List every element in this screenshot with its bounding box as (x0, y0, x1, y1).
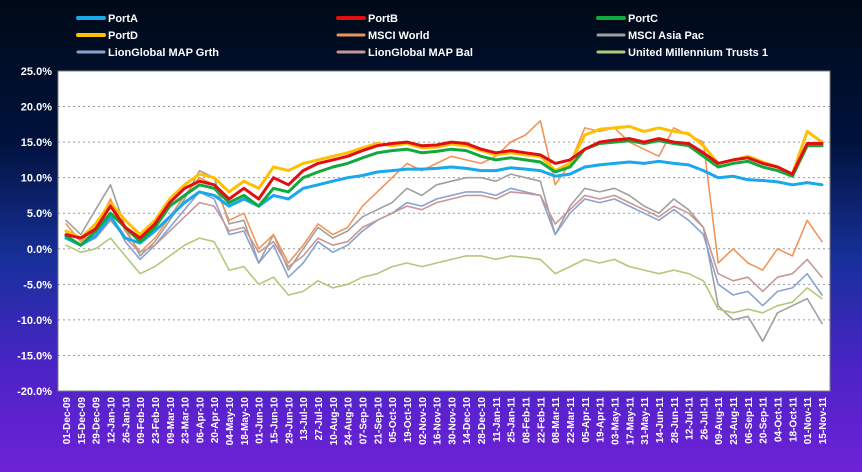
x-tick-label: 05-Apr-11 (581, 397, 592, 443)
x-tick-label: 20-Sep-11 (759, 397, 770, 444)
y-tick-label: 15.0% (21, 137, 52, 149)
y-tick-label: -5.0% (23, 279, 52, 291)
x-tick-label: 15-Nov-11 (818, 397, 829, 445)
y-tick-label: 20.0% (21, 102, 52, 114)
x-tick-label: 29-Jun-10 (284, 397, 295, 444)
series-line-lionglobal-map-grth (65, 187, 823, 307)
x-tick-label: 01-Dec-09 (62, 397, 73, 445)
legend-label: PortA (108, 13, 138, 25)
x-tick-label: 20-Apr-10 (210, 397, 221, 444)
series-line-united-millennium-trusts-1 (65, 237, 823, 314)
plot-border (57, 70, 831, 392)
x-tick-label: 23-Feb-10 (151, 397, 162, 444)
y-tick-label: -15.0% (17, 350, 52, 362)
x-tick-label: 25-Jan-11 (507, 397, 518, 443)
x-tick-label: 15-Dec-09 (77, 397, 88, 445)
x-tick-label: 22-Feb-11 (536, 397, 547, 444)
y-tick-label: -20.0% (17, 386, 52, 398)
legend-label: LionGlobal MAP Grth (108, 47, 219, 59)
y-tick-label: -10.0% (17, 315, 52, 327)
x-tick-label: 10-Aug-10 (329, 397, 340, 446)
x-tick-label: 21-Sep-10 (373, 397, 384, 445)
series-line-portd (64, 125, 824, 240)
x-tick-label: 22-Mar-11 (566, 397, 577, 444)
legend-label: PortC (628, 13, 658, 25)
x-tick-label: 26-Jul-11 (699, 397, 710, 440)
legend: PortA PortB PortC PortD MSCI World MSCI Asia … (76, 13, 768, 59)
x-tick-label: 23-Aug-11 (729, 397, 740, 445)
x-tick-label: 09-Feb-10 (136, 397, 147, 444)
y-axis-tick-labels: -20.0% -15.0% -10.0% -5.0% 0.0% 5.0% 10.0% 15.0… (17, 66, 52, 398)
x-tick-label: 05-Oct-10 (388, 397, 399, 443)
y-tick-label: 10.0% (21, 173, 52, 185)
series-line-porta (64, 159, 824, 247)
x-tick-label: 09-Aug-11 (714, 397, 725, 445)
x-tick-label: 07-Sep-10 (358, 397, 369, 445)
legend-label: LionGlobal MAP Bal (368, 47, 473, 59)
series-line-portc (64, 139, 824, 247)
x-tick-label: 19-Apr-11 (596, 397, 607, 443)
x-tick-label: 14-Jun-11 (655, 397, 666, 444)
legend-label: MSCI World (368, 30, 430, 42)
series-line-portb (64, 137, 824, 240)
x-tick-label: 01-Jun-10 (255, 397, 266, 444)
series-line-lionglobal-map-bal (65, 191, 823, 293)
x-tick-label: 26-Jan-10 (121, 397, 132, 444)
x-tick-label: 03-May-11 (610, 397, 621, 445)
x-axis-tick-labels: 01-Dec-09 15-Dec-09 29-Dec-09 12-Jan-10 26-J… (62, 397, 829, 446)
x-tick-label: 09-Mar-10 (166, 397, 177, 444)
x-tick-label: 02-Nov-10 (418, 397, 429, 445)
x-tick-label: 08-Mar-11 (551, 397, 562, 444)
x-tick-label: 01-Nov-11 (803, 397, 814, 445)
x-tick-label: 18-May-10 (240, 397, 251, 446)
legend-label: United Millennium Trusts 1 (628, 47, 768, 59)
y-tick-label: 0.0% (27, 244, 52, 256)
x-tick-label: 24-Aug-10 (344, 397, 355, 446)
x-tick-label: 23-Mar-10 (181, 397, 192, 444)
y-tick-label: 5.0% (27, 208, 52, 220)
series-lines (64, 120, 824, 343)
x-tick-label: 30-Nov-10 (447, 397, 458, 445)
x-tick-label: 29-Dec-09 (92, 397, 103, 445)
x-tick-label: 13-Jul-10 (299, 397, 310, 441)
legend-label: PortB (368, 13, 398, 25)
x-tick-label: 28-Jun-11 (670, 397, 681, 444)
x-tick-label: 11-Jan-11 (492, 397, 503, 442)
x-tick-label: 17-May-11 (625, 397, 636, 445)
x-tick-label: 06-Sep-11 (744, 397, 755, 444)
x-tick-label: 28-Dec-10 (477, 397, 488, 445)
legend-label: MSCI Asia Pac (628, 30, 704, 42)
plot-area (58, 71, 830, 391)
x-tick-label: 04-Oct-11 (774, 397, 785, 442)
y-tick-label: 25.0% (21, 66, 52, 78)
x-tick-label: 14-Dec-10 (462, 397, 473, 445)
x-tick-label: 04-May-10 (225, 397, 236, 446)
x-tick-label: 12-Jan-10 (106, 397, 117, 444)
x-tick-label: 27-Jul-10 (314, 397, 325, 441)
x-tick-label: 31-May-11 (640, 397, 651, 445)
x-tick-label: 08-Feb-11 (522, 397, 533, 444)
x-tick-label: 16-Nov-10 (433, 397, 444, 445)
x-tick-label: 06-Apr-10 (195, 397, 206, 444)
x-tick-label: 18-Oct-11 (788, 397, 799, 442)
x-tick-label: 19-Oct-10 (403, 397, 414, 443)
legend-label: PortD (108, 30, 138, 42)
x-tick-label: 15-Jun-10 (270, 397, 281, 444)
x-tick-label: 12-Jul-11 (685, 397, 696, 440)
